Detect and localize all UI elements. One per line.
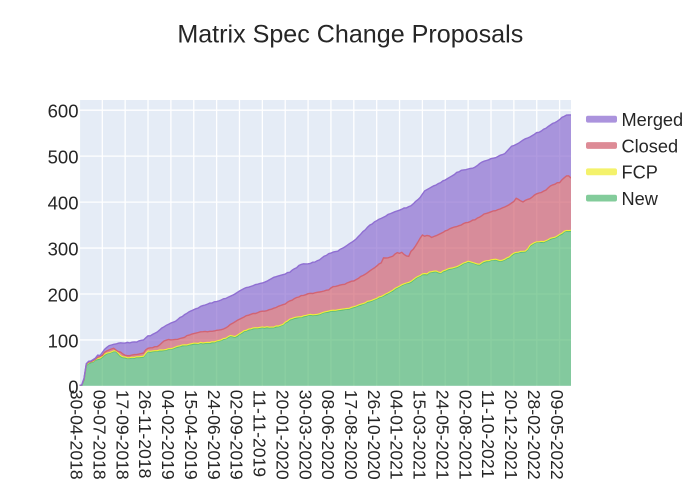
svg-text:New: New xyxy=(622,189,659,209)
svg-text:Closed: Closed xyxy=(622,136,679,156)
svg-text:09-05-2022: 09-05-2022 xyxy=(547,390,567,480)
svg-text:08-06-2020: 08-06-2020 xyxy=(318,390,338,480)
svg-text:100: 100 xyxy=(48,330,79,351)
svg-text:02-08-2021: 02-08-2021 xyxy=(455,390,475,480)
svg-text:04-02-2019: 04-02-2019 xyxy=(158,390,178,480)
svg-text:17-08-2020: 17-08-2020 xyxy=(341,390,361,480)
svg-text:20-12-2021: 20-12-2021 xyxy=(501,390,521,480)
svg-text:02-09-2019: 02-09-2019 xyxy=(227,390,247,480)
svg-text:26-10-2020: 26-10-2020 xyxy=(364,390,384,480)
svg-text:0: 0 xyxy=(68,376,78,397)
svg-text:09-07-2018: 09-07-2018 xyxy=(90,390,110,480)
svg-text:400: 400 xyxy=(48,193,79,214)
svg-text:15-03-2021: 15-03-2021 xyxy=(410,390,430,480)
svg-text:17-09-2018: 17-09-2018 xyxy=(112,390,132,480)
svg-text:26-11-2018: 26-11-2018 xyxy=(135,390,155,479)
svg-text:500: 500 xyxy=(48,147,79,168)
svg-text:04-01-2021: 04-01-2021 xyxy=(387,390,407,480)
svg-text:28-02-2022: 28-02-2022 xyxy=(524,390,544,480)
svg-text:20-01-2020: 20-01-2020 xyxy=(272,390,292,480)
svg-text:11-11-2019: 11-11-2019 xyxy=(250,390,270,477)
svg-text:24-05-2021: 24-05-2021 xyxy=(432,390,452,480)
svg-text:600: 600 xyxy=(48,101,79,122)
svg-text:11-10-2021: 11-10-2021 xyxy=(478,390,498,479)
svg-text:24-06-2019: 24-06-2019 xyxy=(204,390,224,480)
svg-text:30-04-2018: 30-04-2018 xyxy=(67,390,87,480)
svg-text:Matrix Spec Change Proposals: Matrix Spec Change Proposals xyxy=(177,21,523,49)
svg-text:300: 300 xyxy=(48,238,79,259)
svg-text:FCP: FCP xyxy=(622,163,658,183)
svg-text:Merged: Merged xyxy=(622,110,684,130)
svg-text:30-03-2020: 30-03-2020 xyxy=(295,390,315,480)
svg-text:15-04-2019: 15-04-2019 xyxy=(181,390,201,480)
svg-text:200: 200 xyxy=(48,284,79,305)
